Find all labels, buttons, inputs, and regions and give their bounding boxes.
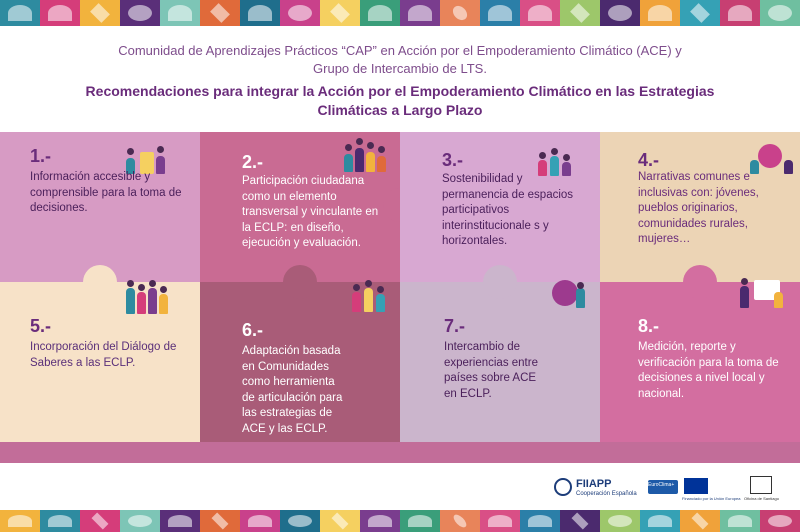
puzzle-knob xyxy=(683,265,717,299)
tile-8-number: 8.- xyxy=(638,316,660,336)
exchange-globe-icon xyxy=(546,274,590,308)
community-icon xyxy=(350,278,394,312)
tile-7-text: Intercambio de experiencias entre países… xyxy=(444,341,538,400)
globe-people-icon xyxy=(750,140,794,174)
recommendations-puzzle: 1.- Información accesible y comprensible… xyxy=(0,132,800,463)
unesco-caption: Oficina de Santiago xyxy=(744,496,779,501)
tile-5-text: Incorporación del Diálogo de Saberes a l… xyxy=(30,341,177,369)
header: Comunidad de Aprendizajes Prácticos “CAP… xyxy=(40,42,760,120)
bottom-pattern-band xyxy=(0,510,800,532)
tile-3: 3.- Sostenibilidad y permanencia de espa… xyxy=(400,132,600,282)
people-meeting-icon xyxy=(124,140,168,174)
tile-6-text: Adaptación basada en Comunidades como he… xyxy=(242,345,343,435)
title-line-2: Climáticas a Largo Plazo xyxy=(317,102,483,118)
tile-3-text: Sostenibilidad y permanencia de espacios… xyxy=(442,173,574,247)
tile-6: 6.- Adaptación basada en Comunidades com… xyxy=(200,280,400,442)
tile-8-text: Medición, reporte y verificación para la… xyxy=(638,341,779,400)
tile-7-number: 7.- xyxy=(444,316,466,336)
euroclima-label: EuroClima+ xyxy=(648,482,675,488)
eu-flag-icon xyxy=(684,478,708,494)
unesco-logo xyxy=(750,476,772,494)
puzzle-knob xyxy=(483,265,517,299)
fiiapp-name: FIIAPP xyxy=(576,478,612,490)
tile-6-number: 6.- xyxy=(242,320,264,340)
top-pattern-band xyxy=(0,0,800,26)
tile-1: 1.- Información accesible y comprensible… xyxy=(0,132,200,282)
partner-logos: FIIAPP Cooperación Española EuroClima+ F… xyxy=(462,470,800,510)
tile-8: 8.- Medición, reporte y verificación par… xyxy=(600,278,800,442)
fiiapp-logo xyxy=(554,478,572,496)
title-line-1: Recomendaciones para integrar la Acción … xyxy=(85,83,715,99)
euroclima-logo xyxy=(648,480,678,494)
crowd-icon xyxy=(344,138,388,172)
tile-1-text: Información accesible y comprensible par… xyxy=(30,171,182,214)
tile-3-number: 3.- xyxy=(442,150,464,170)
tile-4: 4.- Narrativas comunes e inclusivas con:… xyxy=(600,132,800,282)
puzzle-knob xyxy=(283,265,317,299)
puzzle-knob xyxy=(83,265,117,299)
tile-7: 7.- Intercambio de experiencias entre pa… xyxy=(400,280,600,442)
eu-caption: Financiado por la Unión Europea xyxy=(682,496,741,501)
tile-2-number: 2.- xyxy=(242,152,264,172)
tile-4-text: Narrativas comunes e inclusivas con: jóv… xyxy=(638,171,759,245)
diverse-people-icon xyxy=(126,280,170,314)
tile-2: 2.- Participación ciudadana como un elem… xyxy=(200,132,400,282)
tile-5-number: 5.- xyxy=(30,316,52,336)
tile-5: 5.- Incorporación del Diálogo de Saberes… xyxy=(0,280,200,442)
data-report-icon xyxy=(740,274,784,308)
subtitle-line-2: Grupo de Intercambio de LTS. xyxy=(313,61,487,76)
subtitle-line-1: Comunidad de Aprendizajes Prácticos “CAP… xyxy=(118,43,682,58)
group-icon xyxy=(536,142,580,176)
tile-4-number: 4.- xyxy=(638,150,660,170)
tile-2-text: Participación ciudadana como un elemento… xyxy=(242,175,379,249)
fiiapp-caption: Cooperación Española xyxy=(576,491,637,497)
tile-1-number: 1.- xyxy=(30,146,52,166)
